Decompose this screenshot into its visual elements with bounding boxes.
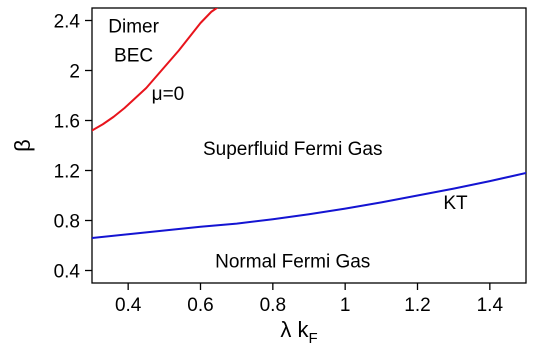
x-axis-label: λ kF [280,317,317,347]
annotation-label: μ=0 [152,84,185,105]
y-tick-label: 2 [69,62,80,83]
plot-frame [91,7,527,284]
y-axis-ticks: 0.4 0.8 1.2 1.6 2 2.4 [54,12,92,283]
y-tick-label: 0.8 [54,212,80,233]
x-axis-label-subscript: F [308,330,317,347]
x-axis-label-main: λ k [280,317,309,342]
x-tick-label: 1.2 [404,295,430,316]
annotation-label: BEC [114,45,153,66]
annotation-label: Superfluid Fermi Gas [203,139,383,160]
y-tick-label: 1.2 [54,162,80,183]
x-tick-label: 1 [340,295,351,316]
series-layer [92,8,526,239]
series-line-2 [92,172,526,239]
annotation-label: Dimer [108,17,159,38]
x-tick-label: 0.4 [115,295,142,316]
x-tick-label: 0.6 [187,295,213,316]
y-tick-label: 0.4 [54,262,81,283]
series-line-1 [92,8,218,132]
y-axis-label: β [10,139,35,152]
annotation-layer: Dimer BEC μ=0 Superfluid Fermi Gas KT Normal … [108,17,468,273]
y-tick-label: 1.6 [54,112,80,133]
y-tick-label: 2.4 [54,12,81,33]
x-axis-ticks: 0.4 0.6 0.8 1 1.2 1.4 [115,283,504,316]
x-tick-label: 0.8 [260,295,286,316]
annotation-label: Normal Fermi Gas [215,252,370,273]
x-tick-label: 1.4 [477,295,504,316]
annotation-label: KT [443,193,468,214]
